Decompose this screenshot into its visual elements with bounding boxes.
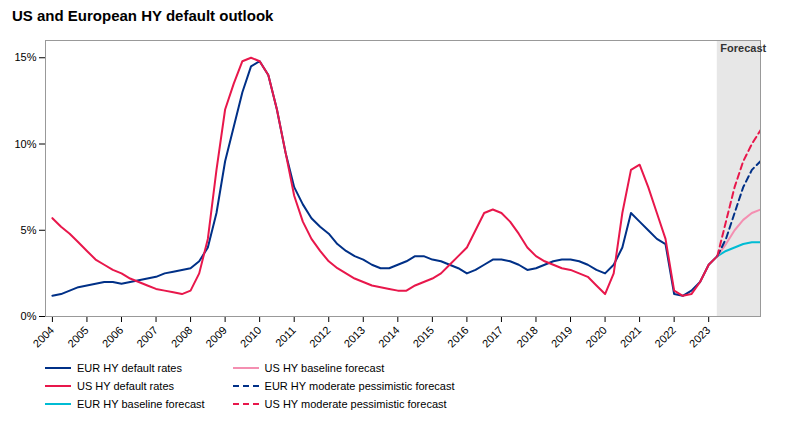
svg-text:2019: 2019	[549, 324, 575, 350]
svg-text:2020: 2020	[583, 324, 609, 350]
svg-text:2006: 2006	[100, 324, 126, 350]
svg-text:2007: 2007	[134, 324, 160, 350]
svg-text:2004: 2004	[31, 324, 57, 350]
html-text:EUR HY baseline forecast: EUR HY baseline forecast	[77, 398, 205, 410]
svg-text:2009: 2009	[203, 324, 229, 350]
svg-text:15%: 15%	[14, 51, 36, 63]
svg-text:0%: 0%	[21, 310, 37, 322]
svg-text:2015: 2015	[410, 324, 436, 350]
html-text:US HY moderate pessimistic for: US HY moderate pessimistic forecast	[264, 398, 447, 410]
svg-text:Forecast: Forecast	[720, 42, 766, 54]
svg-text:2008: 2008	[169, 324, 195, 350]
svg-text:2014: 2014	[376, 324, 402, 350]
svg-text:2013: 2013	[341, 324, 367, 350]
svg-text:2021: 2021	[618, 324, 644, 350]
svg-text:2022: 2022	[652, 324, 678, 350]
svg-text:2023: 2023	[687, 324, 713, 350]
svg-text:2010: 2010	[238, 324, 264, 350]
svg-text:2011: 2011	[273, 324, 298, 349]
svg-text:2012: 2012	[307, 324, 333, 350]
svg-text:2005: 2005	[65, 324, 91, 350]
html-text:US and European HY default out: US and European HY default outlook	[12, 7, 274, 24]
svg-text:2017: 2017	[480, 324, 506, 350]
svg-text:10%: 10%	[14, 138, 36, 150]
svg-text:2018: 2018	[514, 324, 540, 350]
svg-text:5%: 5%	[21, 224, 37, 236]
html-text:EUR HY default rates: EUR HY default rates	[77, 362, 182, 374]
html-text:EUR HY moderate pessimistic fo: EUR HY moderate pessimistic forecast	[264, 380, 455, 392]
html-text:US HY default rates: US HY default rates	[77, 380, 174, 392]
svg-text:2016: 2016	[445, 324, 471, 350]
html-text:US HY baseline forecast: US HY baseline forecast	[264, 362, 385, 374]
